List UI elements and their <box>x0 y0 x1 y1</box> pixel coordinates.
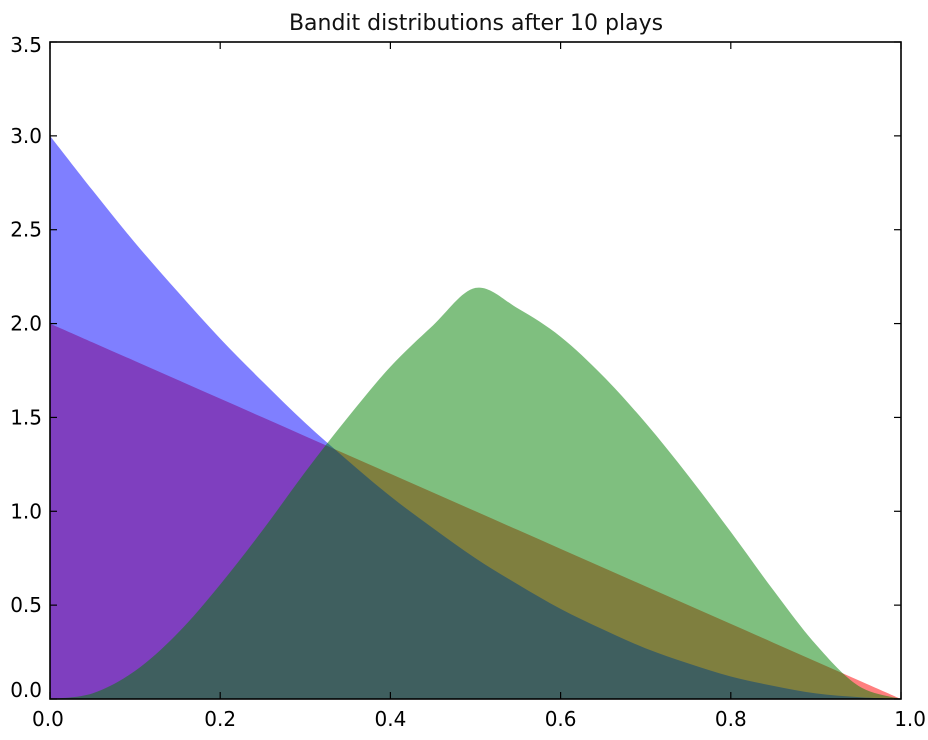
x-tick-label: 0.6 <box>545 707 577 731</box>
series-layer <box>50 135 901 700</box>
series-area-2 <box>50 287 901 699</box>
y-tick-label: 0.5 <box>10 593 42 617</box>
plot-frame <box>49 41 902 700</box>
y-tick-label: 3.5 <box>10 33 42 57</box>
y-tick-label: 1.5 <box>10 405 42 429</box>
x-tick-label: 0.2 <box>204 707 236 731</box>
chart-title: Bandit distributions after 10 plays <box>289 11 663 36</box>
x-tick-label: 0.0 <box>32 707 64 731</box>
ticks-layer <box>49 41 902 700</box>
y-tick-label: 0.0 <box>10 678 42 702</box>
y-tick-label: 3.0 <box>10 124 42 148</box>
x-tick-label: 0.8 <box>715 707 747 731</box>
y-tick-label: 1.0 <box>10 499 42 523</box>
y-tick-label: 2.5 <box>10 218 42 242</box>
y-tick-label: 2.0 <box>10 312 42 336</box>
x-tick-label: 0.4 <box>374 707 406 731</box>
x-tick-label: 1.0 <box>894 707 926 731</box>
tick-labels: 0.0 0.2 0.4 0.6 0.8 1.0 0.0 0.5 1.0 1.5 2.0 2.5 3.0 3… <box>10 33 926 731</box>
